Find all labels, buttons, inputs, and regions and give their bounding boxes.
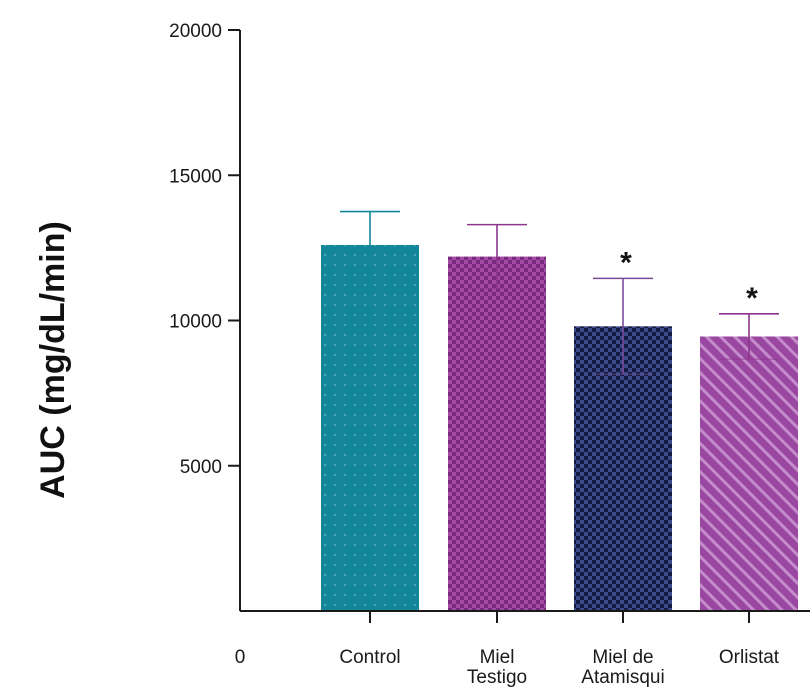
y-axis-label: AUC (mg/dL/min) [34, 221, 72, 499]
error-bar [593, 277, 653, 375]
error-bar [719, 313, 779, 360]
bar [321, 244, 419, 611]
error-bars [340, 210, 779, 375]
x-axis: 0 Control Miel Testigo Miel de Atamisqui Orlis… [235, 610, 810, 688]
error-bar [467, 223, 527, 290]
significance-annotations: ** [620, 246, 758, 314]
y-tick-label: 10000 [169, 312, 222, 333]
origin-label: 0 [235, 647, 246, 668]
x-tick-label: Miel Testigo [467, 647, 527, 688]
y-tick-label: 15000 [169, 166, 222, 187]
bar [448, 256, 546, 611]
significance-asterisk: * [620, 246, 632, 279]
y-tick-label: 20000 [169, 21, 222, 42]
bars [321, 244, 798, 611]
x-tick-label: Miel de Atamisqui [581, 647, 664, 688]
error-bar [340, 210, 400, 279]
y-axis: 5000 10000 15000 20000 [169, 21, 241, 611]
y-tick-label: 5000 [180, 457, 222, 478]
x-tick-label: Control [339, 647, 400, 668]
significance-asterisk: * [746, 282, 758, 315]
bar [700, 336, 798, 611]
x-tick-label: Orlistat [719, 647, 780, 668]
